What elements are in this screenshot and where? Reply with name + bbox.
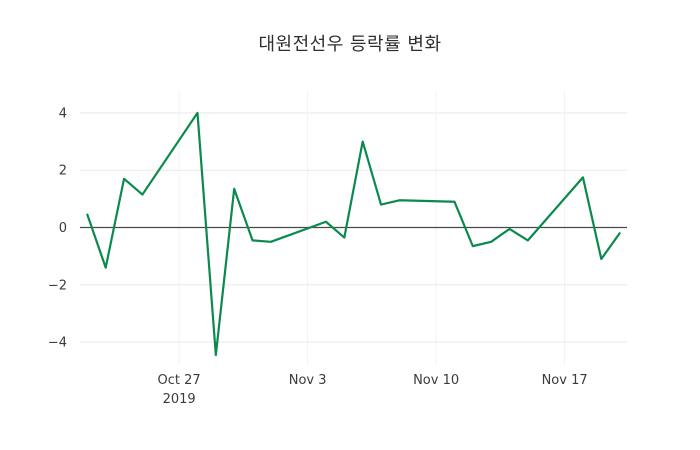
x-tick-label: Nov 17	[542, 373, 588, 388]
x-tick-label: Nov 10	[413, 373, 459, 388]
series-line	[86, 111, 621, 357]
y-tick-label: 4	[59, 106, 67, 121]
y-tick-label: 0	[59, 221, 67, 236]
y-tick-label: −2	[48, 278, 67, 293]
x-tick-label: Oct 27	[158, 373, 201, 388]
chart-title: 대원전선우 등락률 변화	[258, 34, 442, 55]
y-tick-label: 2	[59, 164, 67, 179]
y-tick-label: −4	[48, 336, 67, 351]
x-tick-sublabel: 2019	[163, 392, 196, 407]
x-tick-label: Nov 3	[289, 373, 327, 388]
